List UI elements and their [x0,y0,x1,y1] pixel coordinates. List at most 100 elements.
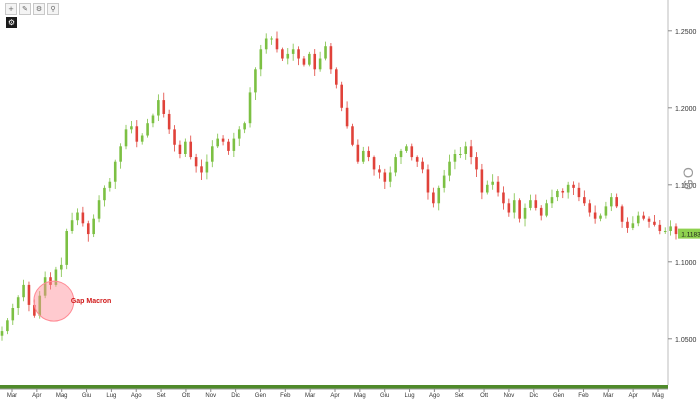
candle-body [194,157,198,167]
settings-icon[interactable]: ⚙ [33,3,45,15]
candle-body [561,190,565,193]
candle-body [372,157,376,170]
search-icon[interactable]: ⚲ [47,3,59,15]
candle-body [674,226,678,235]
x-tick-label: Feb [280,393,291,399]
candle-body [329,46,333,70]
x-tick-label: Nov [504,393,515,399]
last-price-tag [678,228,700,239]
x-tick-label: Set [455,393,464,399]
candle-body [491,181,494,185]
candle-body [512,200,516,213]
candle-body [11,308,15,321]
candle-body [663,231,667,232]
last-price-label: 1.1183 [681,232,700,239]
candle-body [394,157,397,173]
x-tick-label: Mar [603,393,613,399]
pencil-icon[interactable]: ✎ [19,3,31,15]
x-tick-label: Nov [205,393,216,399]
candle-body [361,150,365,162]
candle-body [620,206,624,222]
x-tick-label: Dic [529,393,538,399]
x-tick-label: Dic [231,393,240,399]
candle-body [432,192,435,204]
candle-body [572,184,575,188]
x-tick-label: Apr [628,393,637,399]
candle-body [291,49,295,54]
x-tick-label: Gen [255,393,266,399]
candle-body [502,192,505,204]
x-tick-label: Mar [7,393,17,399]
candle-body [60,264,63,270]
candle-body [184,141,187,154]
candle-body [496,181,500,193]
time-axis-band [0,385,668,389]
candle-body [421,161,424,170]
candle-body [54,269,58,285]
candle-body [345,107,349,127]
candle-body [248,92,252,124]
chart-toolbar: + ✎ ⚙ ⚲ [5,3,59,15]
annotation-circle [33,280,75,322]
candle-body [636,215,640,224]
candle-body [124,129,128,147]
candle-body [178,144,182,154]
candle-body [275,38,279,50]
candle-body [108,181,112,188]
x-tick-label: Lug [106,393,116,399]
candle-body [442,175,446,188]
y-tick-label: 1.0500 [675,337,697,344]
candle-body [76,212,79,221]
candle-body [550,197,554,204]
candle-body [609,197,613,207]
y-tick-label: 1.2500 [675,29,697,36]
x-tick-label: Mag [354,393,366,399]
candle-body [157,100,160,116]
x-tick-label: Ott [182,393,190,399]
candle-body [205,161,209,173]
candle-body [485,184,489,193]
candle-body [388,172,392,182]
candle-body [599,215,602,219]
x-tick-label: Giu [380,393,389,399]
x-tick-label: Ott [480,393,488,399]
candle-body [92,218,95,235]
candle-body [539,207,543,216]
candle-body [437,187,441,204]
candle-body [518,200,521,219]
candle-body [86,223,90,235]
annotation-label: Gap Macron [71,298,111,305]
candle-body [130,126,133,130]
candle-body [232,138,236,151]
candle-body [324,46,327,59]
draw-plus-icon[interactable]: + [5,3,17,15]
candle-body [410,146,414,158]
x-tick-label: Mag [652,393,664,399]
candle-body [22,284,25,298]
candle-body [383,172,387,182]
candle-body [286,53,290,59]
candle-body [642,215,645,219]
candle-body [43,277,47,296]
candle-body [405,146,408,151]
candle-body [647,218,651,222]
candle-body [534,200,538,208]
candle-body [33,304,36,316]
chart-menu-icon[interactable]: ⚙ [6,17,17,28]
candle-body [313,53,317,70]
candle-body [146,123,149,136]
y-tick-label: 1.2000 [675,106,697,113]
x-tick-label: Ago [131,393,142,399]
candle-body [297,49,300,59]
candle-body [38,295,42,316]
x-tick-label: Mag [56,393,68,399]
candle-body [335,69,338,85]
candle-body [103,187,106,201]
candle-body [480,169,484,193]
candle-body [302,58,306,65]
candle-body [367,150,370,158]
x-tick-label: Set [157,393,166,399]
candle-body [556,190,559,198]
x-tick-label: Mar [305,393,315,399]
